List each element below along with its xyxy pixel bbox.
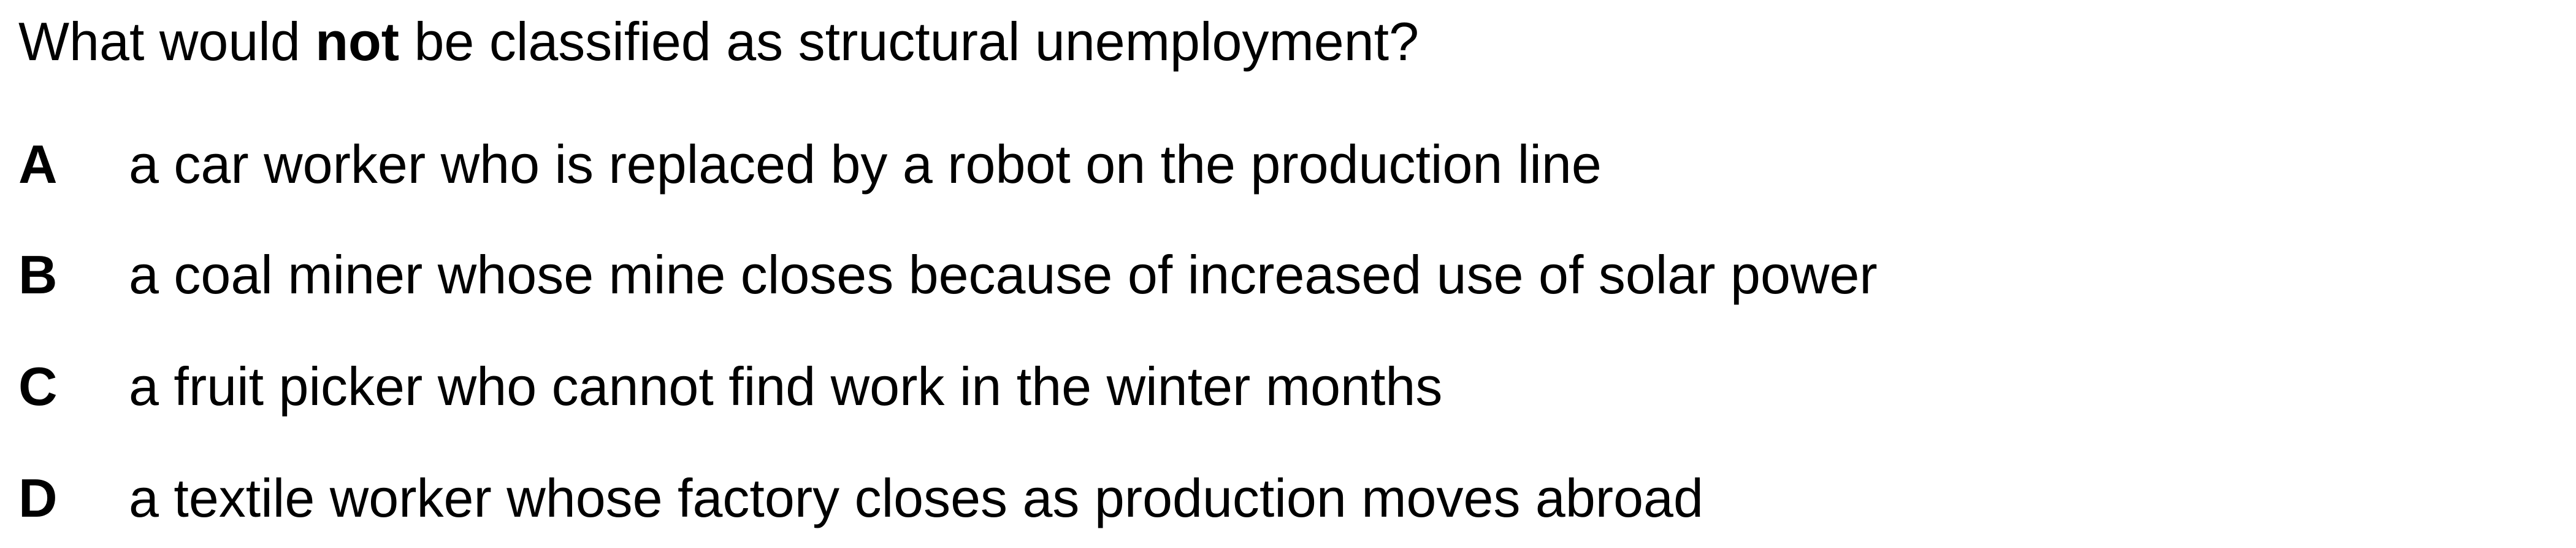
option-text: a car worker who is replaced by a robot … <box>129 134 1602 195</box>
option-text: a coal miner whose mine closes because o… <box>129 244 1878 305</box>
option-text: a textile worker whose factory closes as… <box>129 468 1703 528</box>
question-text-before: What would <box>18 11 316 72</box>
question-text-after: be classified as structural unemployment… <box>399 11 1420 72</box>
option-text: a fruit picker who cannot find work in t… <box>129 356 1443 417</box>
option-letter: C <box>18 356 58 417</box>
option-letter: A <box>18 134 58 195</box>
question-emphasis: not <box>315 11 400 72</box>
option-letter: B <box>18 244 58 305</box>
option-letter: D <box>18 468 58 528</box>
question-text: What would not be classified as structur… <box>18 11 1419 72</box>
